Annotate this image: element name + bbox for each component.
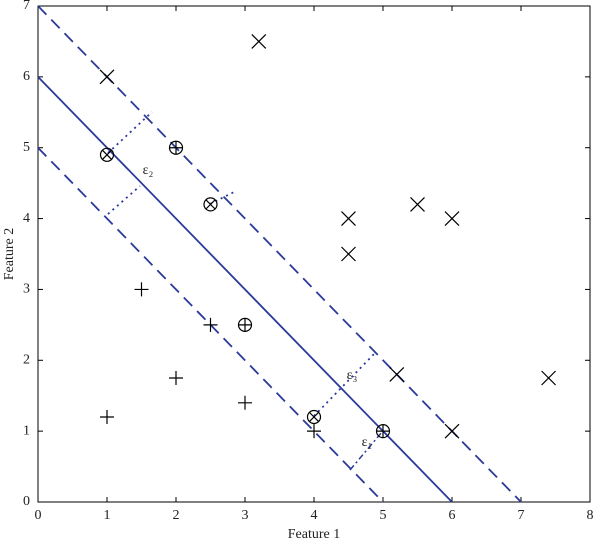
- slack-line: [107, 185, 141, 215]
- point: [203, 197, 218, 212]
- boundary-line: [37, 5, 522, 503]
- point: [168, 140, 184, 155]
- point: [134, 282, 149, 297]
- glyph: [410, 196, 425, 212]
- glyph: [101, 149, 113, 160]
- point: [410, 196, 425, 212]
- point: [99, 147, 115, 162]
- slack-line: [107, 111, 153, 154]
- y-tick-label: 0: [23, 494, 30, 509]
- x-tick-label: 0: [35, 508, 42, 523]
- y-tick-label: 6: [23, 69, 30, 84]
- glyph: [307, 424, 321, 439]
- point: [444, 211, 460, 226]
- annotation: ε₂: [143, 163, 154, 178]
- x-tick-label: 6: [449, 508, 456, 523]
- y-tick-label: 1: [23, 423, 30, 438]
- glyph: [341, 211, 356, 226]
- y-tick-label: 5: [23, 140, 30, 155]
- glyph: [251, 34, 267, 49]
- glyph: [99, 69, 115, 85]
- point: [375, 424, 391, 439]
- x-tick-label: 7: [518, 508, 525, 523]
- glyph: [444, 211, 460, 226]
- glyph: [169, 141, 183, 155]
- point: [99, 69, 115, 85]
- glyph: [308, 411, 320, 422]
- slack-line: [349, 431, 383, 471]
- x-tick-label: 5: [380, 508, 387, 523]
- x-tick-label: 3: [242, 508, 249, 523]
- glyph: [134, 282, 149, 297]
- glyph: [389, 367, 405, 382]
- point: [307, 424, 321, 439]
- slack-line: [313, 353, 375, 417]
- glyph: [444, 423, 460, 439]
- y-tick-label: 3: [23, 282, 30, 297]
- y-axis-label: Feature 2: [2, 228, 17, 280]
- y-tick-label: 7: [23, 0, 30, 13]
- annotation: ε₁: [362, 435, 373, 450]
- point: [341, 211, 356, 226]
- glyph: [238, 318, 252, 332]
- annotation: ε₃: [347, 368, 358, 383]
- glyph: [376, 424, 390, 438]
- boundary-line: [37, 76, 453, 503]
- point: [389, 367, 405, 382]
- glyph: [306, 409, 322, 425]
- glyph: [169, 371, 183, 385]
- glyph: [341, 246, 356, 262]
- x-axis-label: Feature 1: [288, 527, 340, 542]
- point: [541, 370, 557, 386]
- point: [251, 34, 267, 49]
- point: [306, 409, 322, 425]
- x-tick-label: 8: [587, 508, 593, 523]
- slack-line: [209, 190, 237, 205]
- glyph: [100, 409, 114, 424]
- point: [444, 423, 460, 439]
- slack-lines: [107, 111, 375, 417]
- glyph: [203, 197, 218, 212]
- point: [169, 371, 183, 385]
- x-tick-label: 4: [311, 508, 318, 523]
- x-tick-label: 2: [173, 508, 180, 523]
- y-tick-label: 2: [23, 353, 30, 368]
- point: [237, 317, 253, 332]
- point: [238, 395, 252, 410]
- glyph: [203, 317, 218, 332]
- y-tick-label: 4: [23, 211, 30, 226]
- x-tick-label: 1: [104, 508, 111, 523]
- point: [203, 317, 218, 332]
- glyph: [205, 199, 216, 210]
- glyph: [238, 395, 252, 410]
- glyph: [99, 147, 115, 162]
- point: [100, 409, 114, 424]
- glyph: [541, 370, 557, 386]
- point: [341, 246, 356, 262]
